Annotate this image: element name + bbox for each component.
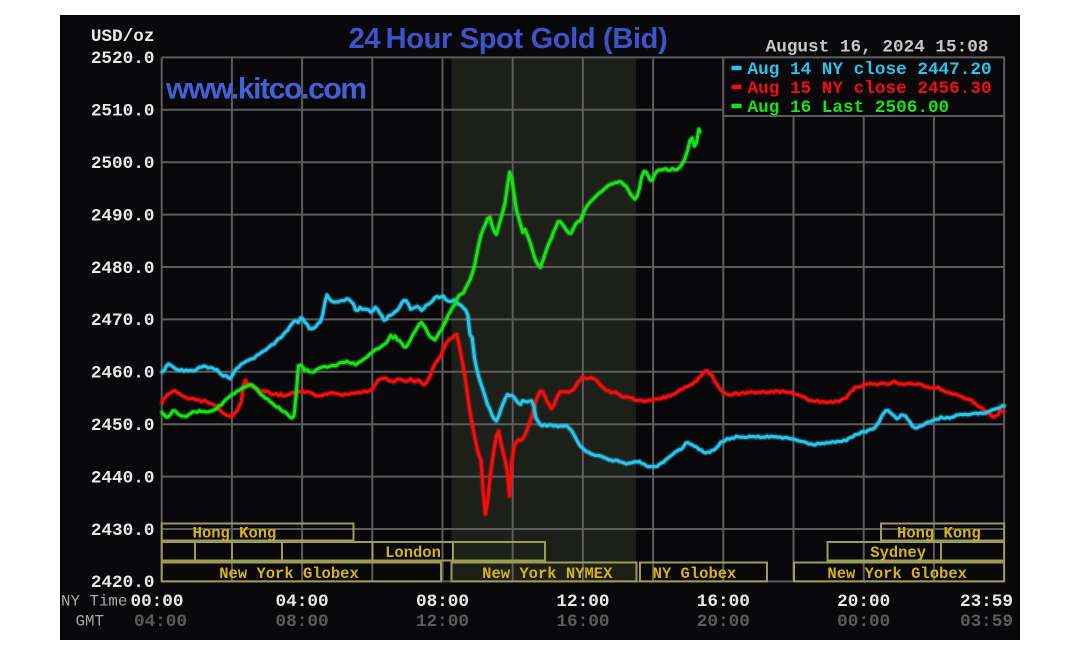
svg-text:Aug 14 NY close 2447.20: Aug 14 NY close 2447.20 xyxy=(748,60,992,80)
svg-text:New York NYMEX: New York NYMEX xyxy=(482,565,613,583)
svg-text:London: London xyxy=(385,544,441,562)
svg-text:www.kitco.com: www.kitco.com xyxy=(165,73,366,106)
svg-text:NY Globex: NY Globex xyxy=(653,565,737,583)
svg-text:20:00: 20:00 xyxy=(697,612,750,632)
svg-text:New York Globex: New York Globex xyxy=(827,565,967,583)
svg-text:00:00: 00:00 xyxy=(837,612,890,632)
svg-text:Aug 16 Last 2506.00: Aug 16 Last 2506.00 xyxy=(748,98,950,118)
svg-text:Sydney: Sydney xyxy=(870,544,926,562)
svg-text:2440.0: 2440.0 xyxy=(91,468,155,488)
svg-text:08:00: 08:00 xyxy=(276,612,329,632)
svg-text:New York Globex: New York Globex xyxy=(219,565,359,583)
svg-text:Aug 15 NY close 2456.30: Aug 15 NY close 2456.30 xyxy=(748,79,992,99)
svg-text:August 16, 2024 15:08: August 16, 2024 15:08 xyxy=(766,37,989,57)
svg-text:Hong Kong: Hong Kong xyxy=(897,525,981,543)
svg-text:2510.0: 2510.0 xyxy=(91,102,155,122)
svg-text:12:00: 12:00 xyxy=(556,592,609,612)
svg-text:2520.0: 2520.0 xyxy=(91,49,155,69)
svg-text:16:00: 16:00 xyxy=(697,592,750,612)
svg-text:12:00: 12:00 xyxy=(416,612,469,632)
svg-text:04:00: 04:00 xyxy=(276,592,329,612)
svg-text:24 Hour Spot Gold (Bid): 24 Hour Spot Gold (Bid) xyxy=(349,23,668,55)
svg-text:2490.0: 2490.0 xyxy=(91,206,155,226)
svg-text:16:00: 16:00 xyxy=(556,612,609,632)
svg-text:2450.0: 2450.0 xyxy=(91,416,155,436)
svg-text:GMT: GMT xyxy=(76,613,104,631)
svg-text:23:59: 23:59 xyxy=(960,592,1013,612)
svg-text:20:00: 20:00 xyxy=(837,592,890,612)
svg-text:Hong Kong: Hong Kong xyxy=(193,525,277,543)
svg-text:04:00: 04:00 xyxy=(134,612,187,632)
svg-text:2460.0: 2460.0 xyxy=(91,364,155,384)
svg-text:08:00: 08:00 xyxy=(416,592,469,612)
svg-text:2430.0: 2430.0 xyxy=(91,521,155,541)
svg-text:00:00: 00:00 xyxy=(130,592,183,612)
svg-text:NY Time: NY Time xyxy=(61,593,127,611)
svg-text:USD/oz: USD/oz xyxy=(91,27,155,47)
svg-text:03:59: 03:59 xyxy=(960,612,1013,632)
svg-text:2500.0: 2500.0 xyxy=(91,154,155,174)
svg-text:2480.0: 2480.0 xyxy=(91,259,155,279)
svg-text:2470.0: 2470.0 xyxy=(91,311,155,331)
svg-text:2420.0: 2420.0 xyxy=(91,573,155,593)
